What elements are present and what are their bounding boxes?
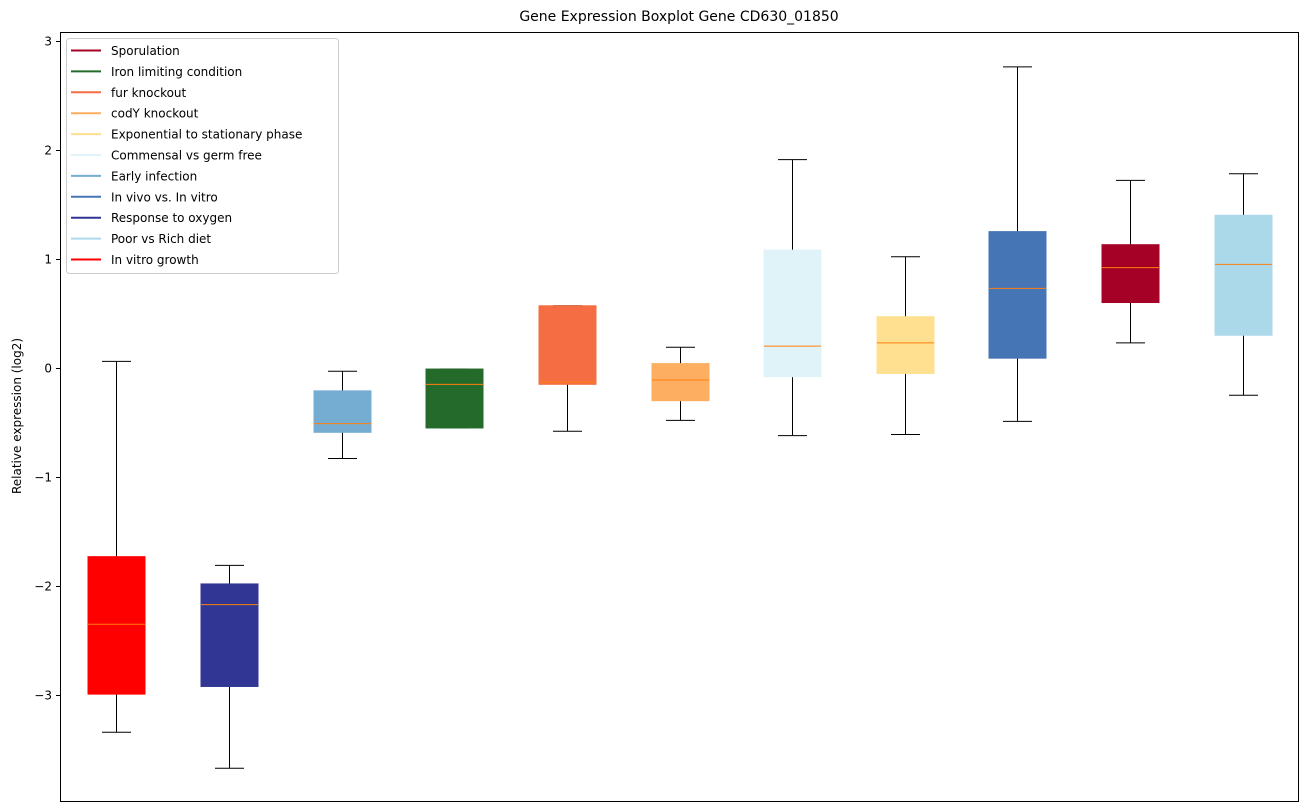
legend-item: Poor vs Rich diet bbox=[71, 232, 211, 246]
box-exponential-to-stationary-phase bbox=[876, 256, 935, 435]
chart-title: Gene Expression Boxplot Gene CD630_01850 bbox=[519, 9, 838, 25]
legend: Sporulation Iron limiting condition fur kn… bbox=[66, 38, 339, 274]
legend-label: fur knockout bbox=[111, 86, 187, 100]
box-poor-vs-rich-diet bbox=[1214, 173, 1273, 396]
boxes-group bbox=[87, 66, 1273, 769]
box-early-infection bbox=[313, 370, 372, 459]
legend-label: Exponential to stationary phase bbox=[111, 128, 302, 142]
legend-label: In vitro growth bbox=[111, 253, 199, 267]
box-cody-knockout bbox=[651, 346, 710, 421]
legend-label: Poor vs Rich diet bbox=[111, 232, 211, 246]
box-fur-knockout bbox=[538, 305, 597, 432]
box-body bbox=[876, 316, 935, 374]
legend-item: In vivo vs. In vitro bbox=[71, 190, 218, 204]
box-body bbox=[651, 363, 710, 402]
y-axis-ticks: 3 2 1 0 −1 −2 −3 bbox=[34, 35, 60, 703]
legend-label: Early infection bbox=[111, 169, 197, 183]
box-in-vivo-vs-in-vitro bbox=[988, 66, 1047, 422]
y-tick-label: −3 bbox=[34, 689, 52, 703]
box-body bbox=[1214, 214, 1273, 336]
y-axis-label: Relative expression (log2) bbox=[10, 338, 24, 494]
legend-item: In vitro growth bbox=[71, 253, 199, 267]
box-body bbox=[200, 583, 259, 687]
box-body bbox=[313, 390, 372, 433]
legend-item: fur knockout bbox=[71, 86, 187, 100]
y-tick-label: −2 bbox=[34, 580, 52, 594]
box-body bbox=[988, 231, 1047, 359]
box-body bbox=[538, 305, 597, 385]
box-iron-limiting-condition bbox=[425, 368, 484, 429]
box-commensal-vs-germ-free bbox=[763, 159, 822, 437]
legend-item: Exponential to stationary phase bbox=[71, 128, 302, 142]
y-tick-label: 0 bbox=[44, 362, 52, 376]
legend-label: Commensal vs germ free bbox=[111, 149, 262, 163]
legend-frame bbox=[66, 38, 339, 274]
legend-item: Early infection bbox=[71, 169, 197, 183]
legend-label: In vivo vs. In vitro bbox=[111, 190, 218, 204]
box-in-vitro-growth bbox=[87, 360, 146, 733]
box-body bbox=[87, 556, 146, 695]
y-tick-label: 1 bbox=[44, 253, 52, 267]
legend-label: Iron limiting condition bbox=[111, 65, 242, 79]
y-tick-label: −1 bbox=[34, 471, 52, 485]
plot-frame bbox=[60, 32, 1299, 802]
legend-label: Sporulation bbox=[111, 44, 180, 58]
legend-item: codY knockout bbox=[71, 107, 199, 121]
legend-item: Iron limiting condition bbox=[71, 65, 242, 79]
box-body bbox=[763, 249, 822, 378]
y-tick-label: 2 bbox=[44, 144, 52, 158]
box-body bbox=[425, 368, 484, 429]
box-sporulation bbox=[1101, 179, 1160, 344]
legend-label: Response to oxygen bbox=[111, 211, 232, 225]
legend-item: Response to oxygen bbox=[71, 211, 232, 225]
legend-item: Sporulation bbox=[71, 44, 180, 58]
legend-item: Commensal vs germ free bbox=[71, 149, 262, 163]
box-response-to-oxygen bbox=[200, 564, 259, 769]
legend-label: codY knockout bbox=[111, 107, 199, 121]
box-body bbox=[1101, 244, 1160, 304]
y-tick-label: 3 bbox=[44, 35, 52, 49]
